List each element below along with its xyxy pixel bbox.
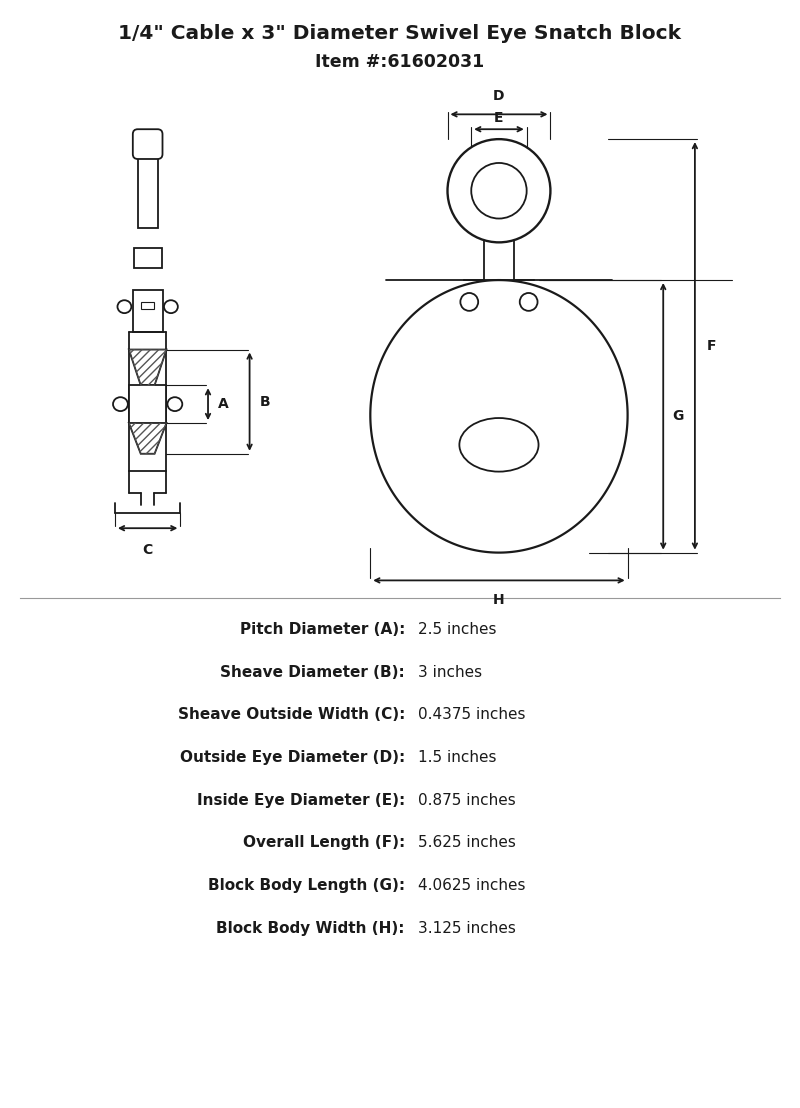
Bar (129, 386, 166, 423)
Ellipse shape (459, 418, 538, 472)
Text: 0.4375 inches: 0.4375 inches (418, 707, 526, 722)
Bar (142, 301, 154, 309)
Circle shape (460, 293, 478, 311)
Text: Pitch Diameter (A):: Pitch Diameter (A): (239, 622, 405, 637)
Text: B: B (259, 394, 270, 409)
Bar (133, 290, 162, 331)
Ellipse shape (164, 300, 178, 314)
Text: G: G (672, 409, 683, 423)
Text: Sheave Diameter (B):: Sheave Diameter (B): (220, 665, 405, 679)
Text: Outside Eye Diameter (D):: Outside Eye Diameter (D): (180, 750, 405, 765)
Polygon shape (370, 280, 628, 553)
Text: 4.0625 inches: 4.0625 inches (418, 878, 526, 893)
Text: Sheave Outside Width (C):: Sheave Outside Width (C): (178, 707, 405, 722)
Text: 1/4" Cable x 3" Diameter Swivel Eye Snatch Block: 1/4" Cable x 3" Diameter Swivel Eye Snat… (118, 24, 682, 43)
Text: Overall Length (F):: Overall Length (F): (242, 835, 405, 850)
Polygon shape (129, 349, 166, 386)
Text: Item #:61602031: Item #:61602031 (315, 53, 485, 71)
Circle shape (447, 140, 550, 243)
Text: 2.5 inches: 2.5 inches (418, 622, 496, 637)
Text: 5.625 inches: 5.625 inches (418, 835, 516, 850)
Text: C: C (142, 543, 153, 557)
Circle shape (520, 293, 538, 311)
Text: E: E (494, 111, 504, 125)
Text: 3.125 inches: 3.125 inches (418, 921, 516, 935)
Circle shape (471, 163, 526, 218)
Text: D: D (494, 90, 505, 103)
Text: 0.875 inches: 0.875 inches (418, 792, 515, 808)
Polygon shape (129, 423, 166, 454)
Text: 3 inches: 3 inches (418, 665, 482, 679)
Text: Inside Eye Diameter (E):: Inside Eye Diameter (E): (197, 792, 405, 808)
Ellipse shape (118, 300, 131, 314)
Text: Block Body Length (G):: Block Body Length (G): (208, 878, 405, 893)
Bar (134, 248, 162, 268)
Text: F: F (706, 339, 716, 352)
Text: H: H (493, 593, 505, 607)
Bar (138, 151, 158, 228)
Text: A: A (218, 397, 229, 411)
Text: Block Body Width (H):: Block Body Width (H): (217, 921, 405, 935)
Text: 1.5 inches: 1.5 inches (418, 750, 496, 765)
Ellipse shape (167, 397, 182, 411)
Ellipse shape (113, 397, 128, 411)
FancyBboxPatch shape (133, 130, 162, 158)
